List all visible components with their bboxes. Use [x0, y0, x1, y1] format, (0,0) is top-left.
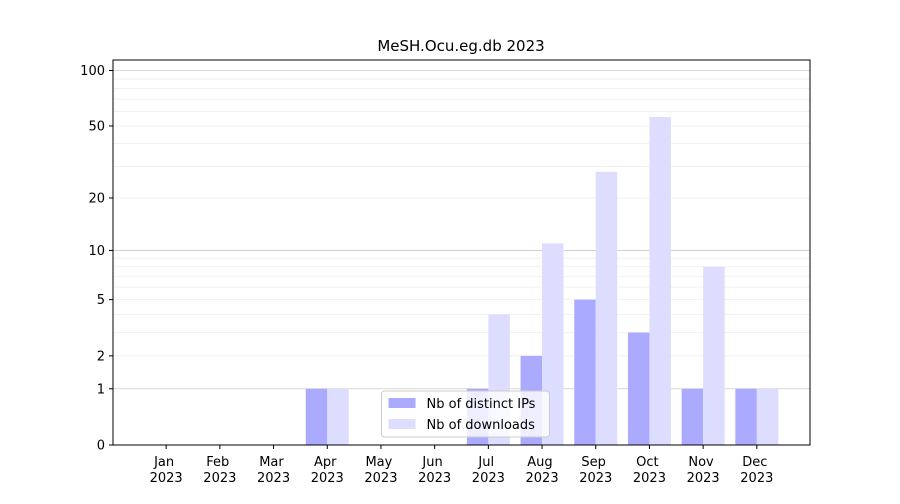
x-tick-label: Feb 2023 — [203, 455, 236, 486]
bar — [595, 171, 618, 445]
legend-label: Nb of downloads — [427, 418, 536, 433]
bar — [327, 388, 349, 445]
bar — [703, 266, 725, 445]
x-tick-label: Sep 2023 — [579, 455, 612, 486]
y-tick-label: 20 — [88, 191, 105, 206]
legend-box — [381, 390, 550, 438]
x-tick-label: May 2023 — [364, 455, 397, 486]
bar — [756, 388, 779, 445]
bar — [649, 116, 671, 446]
y-tick-label: 2 — [97, 349, 105, 364]
y-tick-label: 0 — [97, 439, 105, 454]
bar — [627, 332, 650, 445]
bar — [305, 388, 328, 445]
bar — [735, 388, 757, 445]
plot-frame — [112, 59, 811, 446]
y-tick-label: 10 — [88, 244, 105, 259]
bar — [681, 388, 704, 445]
legend-swatch — [388, 419, 416, 429]
x-tick-label: Mar 2023 — [257, 455, 290, 486]
y-tick-label: 5 — [97, 293, 105, 308]
bar — [574, 299, 596, 445]
x-tick-label: Oct 2023 — [633, 455, 666, 486]
chart-title: MeSH.Ocu.eg.db 2023 — [377, 37, 544, 55]
legend-swatch — [388, 398, 416, 408]
x-tick-label: Aug 2023 — [526, 455, 559, 486]
x-tick-label: Jul 2023 — [472, 455, 505, 486]
x-tick-label: Dec 2023 — [740, 455, 773, 486]
y-tick-label: 1 — [97, 382, 105, 397]
x-tick-label: Jun 2023 — [418, 455, 451, 486]
y-tick-label: 50 — [88, 119, 105, 134]
legend-label: Nb of distinct IPs — [427, 397, 536, 412]
x-tick-label: Apr 2023 — [311, 455, 344, 486]
y-tick-label: 100 — [80, 64, 105, 79]
x-tick-label: Jan 2023 — [150, 455, 183, 486]
x-tick-label: Nov 2023 — [687, 455, 720, 486]
